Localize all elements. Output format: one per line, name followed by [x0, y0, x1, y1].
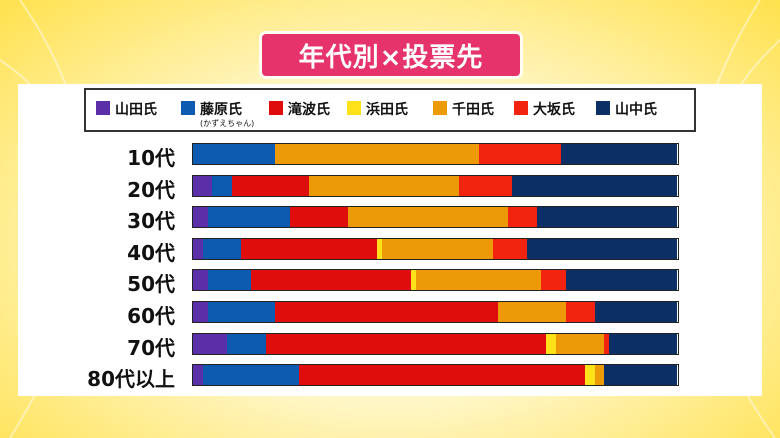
bar-segment: [546, 333, 557, 354]
legend-label: 千田氏: [452, 102, 494, 118]
bar-segment: [376, 238, 383, 259]
stacked-bar: [192, 237, 679, 260]
legend-swatch: [433, 101, 447, 115]
stacked-bar: [192, 143, 679, 165]
bar-segment: [507, 207, 538, 228]
bar-segment: [265, 333, 547, 354]
stacked-bar: [192, 301, 679, 323]
bar-segment: [585, 365, 596, 386]
legend: 山田氏 藤原氏 (かずえちゃん) 滝波氏 浜田氏 千田氏 大坂氏 山中氏: [84, 88, 696, 132]
bar-segment: [275, 302, 499, 322]
bar-segment: [594, 302, 678, 322]
bar-segment: [536, 207, 678, 228]
legend-swatch: [514, 101, 528, 115]
row-label: 10代: [127, 146, 175, 170]
stacked-bar: [192, 206, 679, 229]
bar-segment: [609, 333, 678, 354]
bar-segment: [207, 207, 291, 228]
bar-segment: [556, 333, 605, 354]
row-label: 20代: [127, 177, 175, 202]
legend-label: 滝波氏: [288, 102, 330, 118]
bar-segment: [226, 333, 267, 354]
bar-segment: [193, 302, 209, 322]
stacked-bar: [192, 364, 679, 387]
bar-segment: [193, 144, 276, 164]
legend-label: 大坂氏: [533, 102, 575, 118]
legend-swatch: [347, 101, 361, 115]
bar-segment: [212, 175, 233, 196]
bar-segment: [241, 238, 378, 259]
bar-segment: [415, 270, 542, 291]
bar-segment: [459, 175, 513, 196]
bar-segment: [497, 302, 567, 322]
bar-segment: [560, 144, 678, 164]
bar-segment: [275, 144, 480, 164]
legend-swatch: [596, 101, 610, 115]
bar-segment: [604, 333, 610, 354]
stacked-bar: [192, 269, 679, 292]
row-label: 60代: [127, 304, 175, 328]
legend-label: 浜田氏: [366, 102, 408, 118]
bar-segment: [231, 175, 310, 196]
bar-segment: [541, 270, 567, 291]
bar-segment: [193, 333, 228, 354]
stacked-bar: [192, 332, 679, 355]
bar-segment: [594, 365, 605, 386]
stacked-bar: [192, 174, 679, 197]
bar-segment: [251, 270, 412, 291]
legend-swatch: [269, 101, 283, 115]
legend-label: 藤原氏: [200, 102, 242, 118]
bar-segment: [207, 302, 276, 322]
bar-segment: [202, 365, 300, 386]
bar-segment: [207, 270, 252, 291]
bar-segment: [493, 238, 528, 259]
bar-segment: [381, 238, 494, 259]
bar-segment: [565, 270, 678, 291]
bar-segment: [193, 175, 213, 196]
bar-segment: [309, 175, 460, 196]
legend-label: 山田氏: [115, 102, 157, 118]
bar-segment: [202, 238, 242, 259]
row-label: 80代以上: [87, 367, 175, 392]
row-label: 70代: [127, 335, 175, 360]
row-label: 30代: [127, 209, 175, 234]
row-label: 40代: [127, 240, 175, 265]
bar-segment: [289, 207, 349, 228]
bar-segment: [478, 144, 562, 164]
chart-title: 年代別×投票先: [262, 34, 520, 76]
bar-segment: [512, 175, 678, 196]
bar-segment: [193, 207, 209, 228]
row-label: 50代: [127, 272, 175, 297]
bar-segment: [193, 270, 209, 291]
bar-segment: [565, 302, 596, 322]
legend-sublabel: (かずえちゃん): [200, 119, 255, 128]
legend-swatch: [181, 101, 195, 115]
bar-segment: [193, 238, 204, 259]
bar-segment: [299, 365, 586, 386]
bar-segment: [526, 238, 678, 259]
bar-segment: [604, 365, 678, 386]
legend-swatch: [96, 101, 110, 115]
bar-segment: [410, 270, 417, 291]
bar-segment: [193, 365, 204, 386]
legend-label: 山中氏: [615, 102, 657, 118]
bar-segment: [347, 207, 509, 228]
